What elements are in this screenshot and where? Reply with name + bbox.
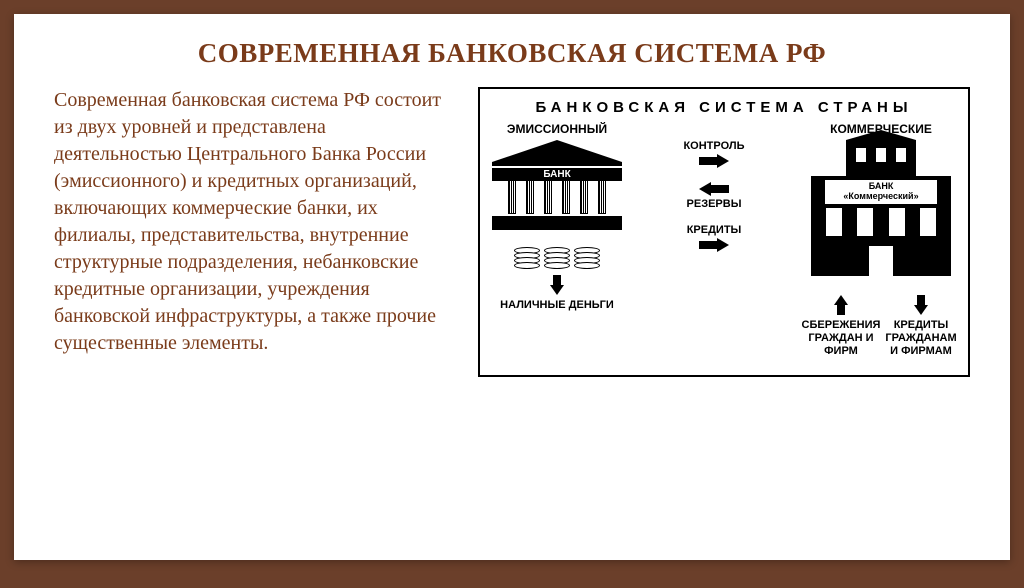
arrow-right-icon bbox=[699, 154, 729, 168]
commercial-bank: КОММЕРЧЕСКИЕ БАНК «Коммерческий» bbox=[806, 122, 956, 359]
flow-label: КРЕДИТЫ bbox=[687, 224, 742, 236]
bank-caption: БАНК bbox=[492, 168, 622, 181]
flow-credits: КРЕДИТЫ bbox=[687, 224, 742, 252]
diagram-body: ЭМИССИОННЫЙ БАНК bbox=[492, 122, 956, 359]
diagram-title: БАНКОВСКАЯ СИСТЕМА СТРАНЫ bbox=[492, 99, 956, 116]
body-text: Современная банковская система РФ состои… bbox=[54, 87, 454, 357]
credits-col: КРЕДИТЫ ГРАЖДАНАМ И ФИРМАМ bbox=[886, 289, 956, 359]
savings-label: СБЕРЕЖЕНИЯ ГРАЖДАН И ФИРМ bbox=[802, 319, 881, 359]
flow-control: КОНТРОЛЬ bbox=[683, 140, 744, 168]
commercial-sign: БАНК «Коммерческий» bbox=[825, 180, 937, 204]
cash-label: НАЛИЧНЫЕ ДЕНЬГИ bbox=[500, 299, 614, 312]
flow-label: РЕЗЕРВЫ bbox=[687, 198, 742, 210]
arrow-up-icon bbox=[834, 295, 848, 315]
flow-arrows: КОНТРОЛЬ РЕЗЕРВЫ КРЕДИТЫ bbox=[654, 122, 774, 252]
arrow-right-icon bbox=[699, 238, 729, 252]
arrow-left-icon bbox=[699, 182, 729, 196]
flow-reserves: РЕЗЕРВЫ bbox=[687, 182, 742, 210]
sign-line2: «Коммерческий» bbox=[843, 191, 918, 201]
slide-title: СОВРЕМЕННАЯ БАНКОВСКАЯ СИСТЕМА РФ bbox=[54, 38, 970, 69]
savings-col: СБЕРЕЖЕНИЯ ГРАЖДАН И ФИРМ bbox=[806, 289, 876, 359]
coin-stacks-icon bbox=[514, 249, 600, 269]
commercial-building-icon: БАНК «Коммерческий» bbox=[811, 140, 951, 285]
emission-bank-label: ЭМИССИОННЫЙ bbox=[507, 122, 607, 136]
content-row: Современная банковская система РФ состои… bbox=[54, 87, 970, 377]
sign-line1: БАНК bbox=[869, 181, 894, 191]
emission-bank: ЭМИССИОННЫЙ БАНК bbox=[492, 122, 622, 312]
arrow-down-icon bbox=[914, 295, 928, 315]
slide: СОВРЕМЕННАЯ БАНКОВСКАЯ СИСТЕМА РФ Соврем… bbox=[14, 14, 1010, 560]
arrow-down-icon bbox=[550, 275, 564, 295]
classical-bank-icon: БАНК bbox=[492, 140, 622, 245]
credits-label: КРЕДИТЫ ГРАЖДАНАМ И ФИРМАМ bbox=[885, 319, 956, 359]
commercial-bottom: СБЕРЕЖЕНИЯ ГРАЖДАН И ФИРМ КРЕДИТЫ ГРАЖДА… bbox=[806, 289, 956, 359]
diagram: БАНКОВСКАЯ СИСТЕМА СТРАНЫ ЭМИССИОННЫЙ БА… bbox=[478, 87, 970, 377]
flow-label: КОНТРОЛЬ bbox=[683, 140, 744, 152]
